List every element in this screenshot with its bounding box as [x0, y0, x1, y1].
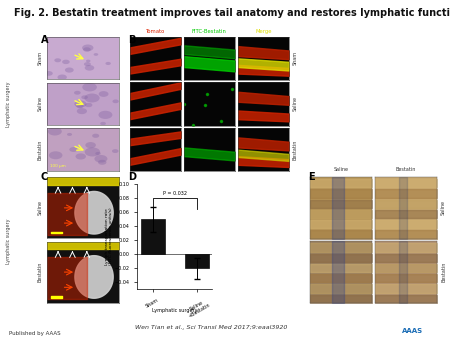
Circle shape: [49, 151, 63, 159]
Circle shape: [99, 111, 112, 119]
Circle shape: [82, 45, 94, 51]
Text: Bestatin: Bestatin: [292, 139, 297, 160]
Circle shape: [94, 155, 108, 163]
Text: Science: Science: [401, 309, 425, 314]
Circle shape: [100, 122, 106, 125]
Text: Bestatin: Bestatin: [38, 139, 43, 160]
Text: Wen Tian et al., Sci Transl Med 2017;9:eaal3920: Wen Tian et al., Sci Transl Med 2017;9:e…: [135, 324, 288, 330]
Text: Merge: Merge: [255, 29, 271, 34]
Circle shape: [85, 65, 94, 71]
Circle shape: [54, 58, 61, 62]
Text: 100 μm: 100 μm: [50, 164, 65, 168]
Polygon shape: [75, 191, 113, 234]
Text: AAAS: AAAS: [402, 328, 423, 334]
Text: Lymphatic surgery: Lymphatic surgery: [5, 81, 11, 127]
Circle shape: [94, 53, 98, 56]
Text: Medicine: Medicine: [397, 319, 429, 324]
Text: Saline: Saline: [333, 167, 348, 172]
Text: Saline: Saline: [38, 96, 43, 112]
Text: Saline
+Bestatin: Saline +Bestatin: [184, 297, 211, 319]
Circle shape: [95, 152, 101, 155]
Polygon shape: [75, 256, 113, 298]
Y-axis label: Lymph transportation rate
(FITC fluorescence units/s): Lymph transportation rate (FITC fluoresc…: [104, 208, 113, 265]
Circle shape: [84, 94, 99, 102]
Text: Translational: Translational: [390, 314, 436, 319]
Circle shape: [82, 83, 97, 91]
Circle shape: [58, 74, 67, 80]
Text: Sham: Sham: [292, 51, 297, 65]
Bar: [185, 254, 209, 268]
Circle shape: [81, 95, 88, 99]
Text: C: C: [40, 172, 48, 183]
Circle shape: [48, 127, 62, 136]
Circle shape: [67, 133, 72, 136]
Circle shape: [84, 62, 91, 66]
Circle shape: [45, 71, 53, 76]
Text: Fig. 2. Bestatin treatment improves tail anatomy and restores lymphatic function: Fig. 2. Bestatin treatment improves tail…: [14, 8, 450, 19]
Circle shape: [92, 134, 99, 138]
Circle shape: [86, 142, 96, 148]
Text: D: D: [128, 172, 136, 183]
Circle shape: [98, 160, 107, 165]
Text: Sham: Sham: [145, 297, 160, 309]
Circle shape: [105, 62, 111, 65]
Circle shape: [76, 104, 84, 108]
Circle shape: [65, 68, 74, 73]
Text: Bestatin: Bestatin: [396, 167, 416, 172]
Text: Saline: Saline: [38, 200, 43, 215]
Circle shape: [76, 153, 86, 160]
Circle shape: [77, 108, 87, 114]
Circle shape: [83, 47, 91, 52]
Text: Saline: Saline: [292, 96, 297, 112]
Circle shape: [86, 59, 90, 62]
Text: B: B: [128, 35, 135, 46]
Circle shape: [69, 147, 78, 152]
Text: Published by AAAS: Published by AAAS: [9, 331, 61, 336]
Text: Bestatin: Bestatin: [441, 262, 446, 282]
Circle shape: [85, 103, 92, 107]
Circle shape: [112, 99, 119, 103]
Text: A: A: [40, 35, 48, 46]
Circle shape: [74, 91, 81, 95]
Text: Bestatin: Bestatin: [38, 262, 43, 282]
Text: Saline: Saline: [441, 200, 446, 215]
Circle shape: [99, 91, 108, 97]
Text: E: E: [308, 172, 315, 183]
Text: Lymphatic surgery: Lymphatic surgery: [5, 219, 11, 264]
Text: Lymphatic surgery: Lymphatic surgery: [152, 308, 198, 313]
Text: P = 0.032: P = 0.032: [163, 191, 187, 196]
Text: Tomato: Tomato: [146, 29, 165, 34]
Text: Sham: Sham: [38, 51, 43, 65]
Circle shape: [74, 100, 86, 107]
Text: FITC-Bestatin: FITC-Bestatin: [192, 29, 227, 34]
Circle shape: [85, 147, 100, 156]
Bar: [141, 219, 165, 254]
Circle shape: [112, 149, 118, 153]
Circle shape: [62, 60, 70, 64]
